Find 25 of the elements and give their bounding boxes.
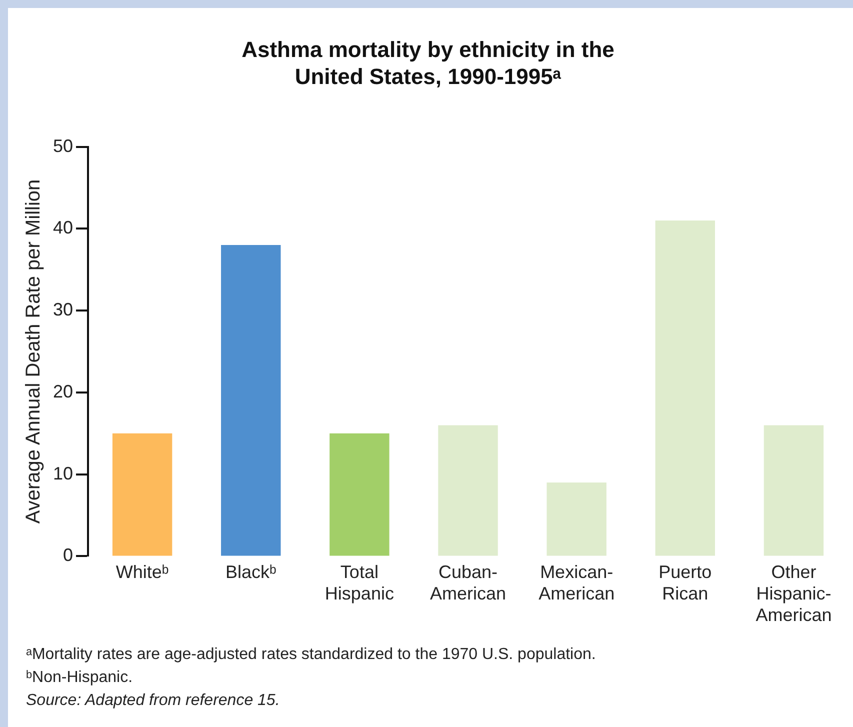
text: ᵇNon-Hispanic.: [26, 668, 134, 688]
chart-title: Asthma mortality by ethnicity in the United States, 1990-1995ᵃ: [240, 36, 616, 90]
x-tick-label: Blackᵇ: [225, 562, 276, 582]
y-tick-label: 30: [52, 300, 74, 320]
text: ᵃMortality rates are age-adjusted rates standardized to the 1970 U.S. population.: [26, 645, 596, 665]
y-tick-label: 50: [52, 136, 74, 156]
x-tick-label: Puerto Rican: [658, 562, 712, 604]
source-note: Source: Adapted from reference 15.: [26, 691, 281, 711]
x-tick-label: Whiteᵇ: [116, 562, 169, 582]
x-tick-label: Other Hispanic-American: [756, 562, 832, 626]
y-tick-label: 20: [52, 381, 74, 402]
bar: [330, 433, 390, 556]
bar: [655, 220, 716, 556]
y-tick-label: 40: [52, 218, 74, 238]
x-tick-label: Cuban-American: [430, 562, 506, 604]
y-axis-title: Average Annual Death Rate per Million: [22, 179, 45, 524]
bar: [438, 425, 498, 556]
x-tick-label: Total Hispanic: [324, 562, 394, 604]
y-tick-label: 10: [52, 463, 74, 484]
bar: [764, 425, 824, 556]
bar: [112, 433, 172, 556]
bar: [221, 245, 281, 556]
bar: [546, 482, 606, 556]
x-tick-label: Mexican-American: [538, 562, 615, 604]
y-tick-label: 0: [63, 545, 74, 566]
